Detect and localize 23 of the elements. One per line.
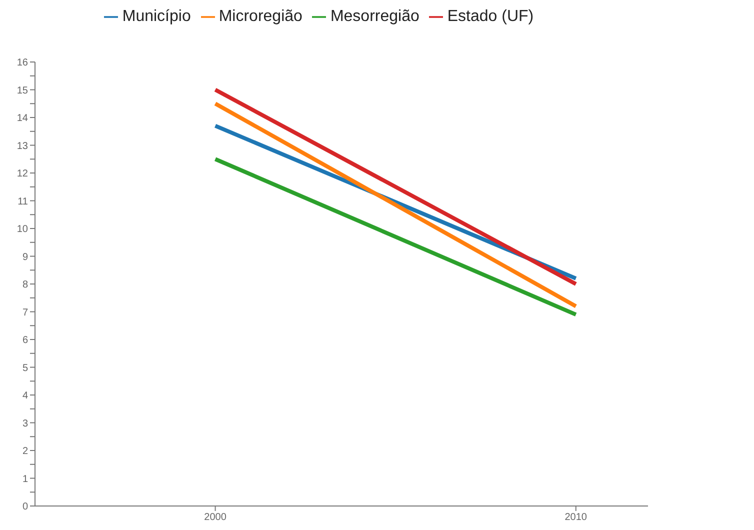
legend-label: Município <box>122 8 191 25</box>
legend-label: Mesorregião <box>330 8 420 25</box>
y-tick-label: 10 <box>16 224 28 236</box>
y-tick-label: 15 <box>16 85 28 96</box>
x-tick-label: 2010 <box>564 512 588 524</box>
y-tick-label: 2 <box>22 446 28 458</box>
legend-label: Estado (UF) <box>447 8 534 25</box>
y-tick-label: 4 <box>22 390 28 402</box>
y-tick-label: 16 <box>16 58 28 69</box>
y-tick-label: 14 <box>16 113 28 124</box>
y-tick-label: 3 <box>22 418 28 430</box>
y-tick-label: 13 <box>16 140 28 152</box>
y-tick-label: 9 <box>22 252 28 263</box>
y-tick-label: 7 <box>22 307 28 318</box>
y-tick-label: 11 <box>18 196 28 208</box>
x-tick-label: 2000 <box>204 512 227 524</box>
y-tick-label: 6 <box>22 335 28 346</box>
y-tick-label: 8 <box>22 280 28 291</box>
y-tick-label: 1 <box>22 474 28 485</box>
y-tick-label: 0 <box>22 502 28 513</box>
y-tick-label: 5 <box>22 362 28 374</box>
legend-label: Microregião <box>218 8 302 25</box>
y-tick-label: 12 <box>16 168 28 180</box>
